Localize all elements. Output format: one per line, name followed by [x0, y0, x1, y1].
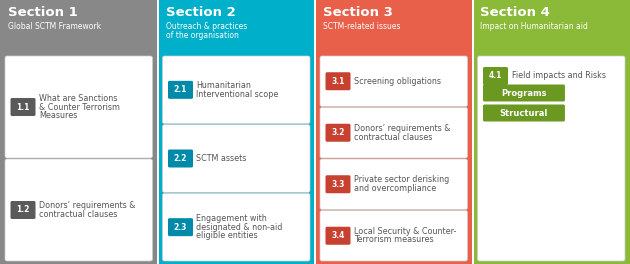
Text: Programs: Programs [501, 88, 547, 97]
FancyBboxPatch shape [163, 193, 310, 261]
Text: 3.1: 3.1 [331, 77, 345, 86]
Text: Donors’ requirements &: Donors’ requirements & [354, 124, 450, 133]
Bar [158, 0, 315, 264]
Text: of the organisation: of the organisation [166, 31, 238, 40]
Bar [471, 0, 474, 264]
Bar [315, 0, 472, 264]
Text: What are Sanctions: What are Sanctions [39, 94, 117, 103]
Text: 2.1: 2.1 [174, 85, 187, 94]
Text: Impact on Humanitarian aid: Impact on Humanitarian aid [481, 22, 588, 31]
FancyBboxPatch shape [5, 56, 152, 158]
Text: Donors’ requirements &: Donors’ requirements & [39, 201, 135, 210]
Text: 1.1: 1.1 [16, 102, 30, 111]
Text: 3.4: 3.4 [331, 231, 345, 240]
Text: Local Security & Counter-: Local Security & Counter- [354, 227, 456, 236]
Text: and overcompliance: and overcompliance [354, 184, 436, 193]
FancyBboxPatch shape [326, 72, 350, 90]
Text: Engagement with: Engagement with [197, 214, 267, 223]
FancyBboxPatch shape [478, 56, 625, 261]
Text: Private sector derisking: Private sector derisking [354, 176, 449, 185]
Text: SCTM assets: SCTM assets [197, 154, 247, 163]
Text: eligible entities: eligible entities [197, 231, 258, 240]
FancyBboxPatch shape [326, 175, 350, 193]
FancyBboxPatch shape [163, 125, 310, 192]
Text: designated & non-aid: designated & non-aid [197, 223, 283, 232]
Text: & Counter Terrorism: & Counter Terrorism [39, 102, 120, 111]
Text: Section 1: Section 1 [8, 6, 77, 19]
Text: 2.3: 2.3 [174, 223, 187, 232]
Text: 1.2: 1.2 [16, 205, 30, 214]
FancyBboxPatch shape [320, 210, 467, 261]
Bar [472, 0, 630, 264]
FancyBboxPatch shape [320, 107, 467, 158]
FancyBboxPatch shape [320, 56, 467, 106]
Text: 4.1: 4.1 [489, 72, 502, 81]
Text: Global SCTM Framework: Global SCTM Framework [8, 22, 101, 31]
Text: 3.2: 3.2 [331, 128, 345, 137]
FancyBboxPatch shape [483, 67, 508, 85]
FancyBboxPatch shape [326, 227, 350, 245]
Text: Section 3: Section 3 [323, 6, 393, 19]
Bar [314, 0, 316, 264]
Text: Structural: Structural [500, 109, 548, 117]
Text: Section 4: Section 4 [481, 6, 551, 19]
Text: contractual clauses: contractual clauses [39, 210, 117, 219]
Text: Terrorism measures: Terrorism measures [354, 235, 433, 244]
Text: 3.3: 3.3 [331, 180, 345, 189]
FancyBboxPatch shape [5, 159, 152, 261]
Text: Interventional scope: Interventional scope [197, 89, 279, 98]
Text: Humanitarian: Humanitarian [197, 81, 251, 90]
Text: Outreach & practices: Outreach & practices [166, 22, 247, 31]
Text: contractual clauses: contractual clauses [354, 133, 432, 142]
FancyBboxPatch shape [483, 84, 565, 101]
FancyBboxPatch shape [320, 159, 467, 210]
Text: SCTM-related issues: SCTM-related issues [323, 22, 401, 31]
FancyBboxPatch shape [168, 81, 193, 99]
FancyBboxPatch shape [326, 124, 350, 142]
FancyBboxPatch shape [11, 201, 35, 219]
Text: Measures: Measures [39, 111, 77, 120]
FancyBboxPatch shape [11, 98, 35, 116]
FancyBboxPatch shape [168, 218, 193, 236]
Text: 2.2: 2.2 [174, 154, 187, 163]
FancyBboxPatch shape [483, 105, 565, 121]
Text: Screening obligations: Screening obligations [354, 77, 441, 86]
Text: Section 2: Section 2 [166, 6, 235, 19]
FancyBboxPatch shape [168, 149, 193, 167]
Text: Field impacts and Risks: Field impacts and Risks [512, 72, 605, 81]
FancyBboxPatch shape [163, 56, 310, 124]
Bar [0, 0, 158, 264]
Bar [156, 0, 159, 264]
